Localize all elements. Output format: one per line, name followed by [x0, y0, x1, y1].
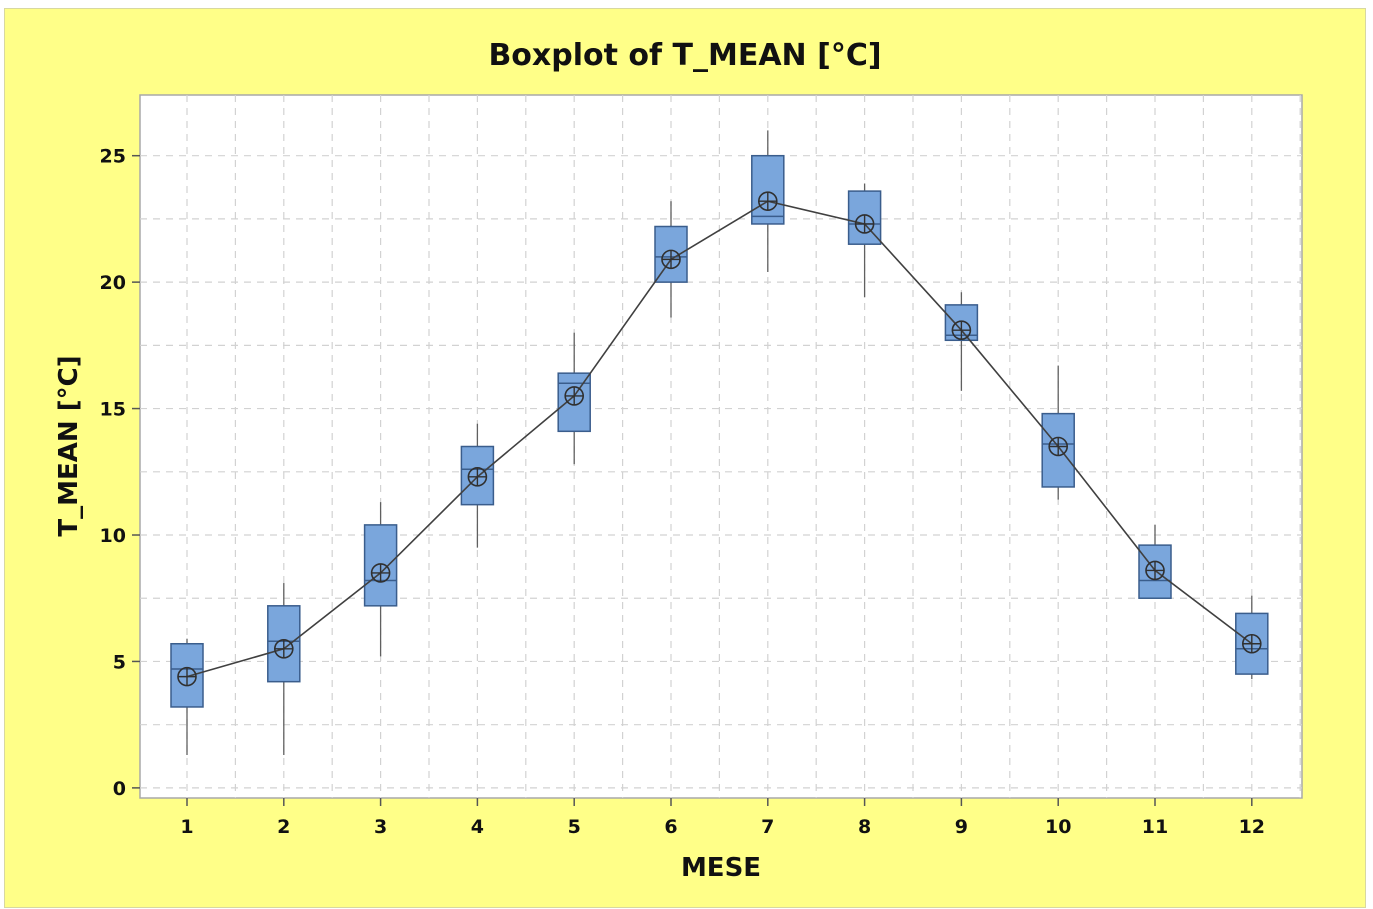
- x-tick-label: 3: [374, 816, 387, 838]
- mean-marker: [467, 467, 488, 487]
- plot-area: [139, 94, 1303, 799]
- y-tick-label: 0: [113, 778, 126, 800]
- mean-marker: [951, 320, 972, 340]
- box-iqr: [1235, 612, 1269, 675]
- mean-marker: [854, 214, 875, 234]
- x-tick-label: 2: [277, 816, 290, 838]
- mean-marker: [1048, 436, 1068, 457]
- x-tick-label: 9: [955, 816, 968, 838]
- x-tick-label: 4: [471, 816, 484, 838]
- x-axis-label: MESE: [681, 853, 761, 883]
- mean-marker: [757, 191, 778, 212]
- mean-marker: [273, 639, 294, 659]
- x-axis: 1 2 3 4 5 6 7 8 9 10 11 12: [180, 798, 1265, 838]
- chart-title: Boxplot of T_MEAN [°C]: [488, 38, 881, 73]
- x-tick-label: 11: [1142, 816, 1168, 838]
- x-tick-label: 7: [761, 816, 774, 838]
- x-tick-label: 8: [858, 816, 871, 838]
- y-axis-label: T_MEAN [°C]: [54, 355, 84, 536]
- mean-marker: [564, 386, 585, 406]
- y-tick-label: 20: [100, 272, 126, 294]
- mean-connect-line: [186, 200, 1253, 678]
- y-tick-label: 5: [113, 651, 126, 673]
- box-month-7: [751, 130, 785, 273]
- mean-marker: [661, 249, 681, 270]
- y-tick-label: 10: [100, 525, 126, 547]
- box-iqr: [751, 154, 785, 225]
- mean-marker: [177, 666, 197, 687]
- x-tick-label: 1: [180, 816, 193, 838]
- mean-marker: [370, 563, 391, 583]
- y-tick-label: 25: [100, 146, 126, 168]
- y-axis: 0 5 10 15 20 25: [100, 146, 140, 800]
- mean-connect-layer: [177, 191, 1262, 687]
- mean-marker: [1242, 633, 1262, 654]
- y-tick-label: 15: [100, 399, 126, 421]
- x-tick-label: 10: [1045, 816, 1071, 838]
- box-month-12: [1235, 595, 1269, 680]
- x-tick-label: 5: [568, 816, 581, 838]
- mean-marker: [1145, 560, 1165, 581]
- x-tick-label: 12: [1239, 816, 1265, 838]
- x-tick-label: 6: [664, 816, 677, 838]
